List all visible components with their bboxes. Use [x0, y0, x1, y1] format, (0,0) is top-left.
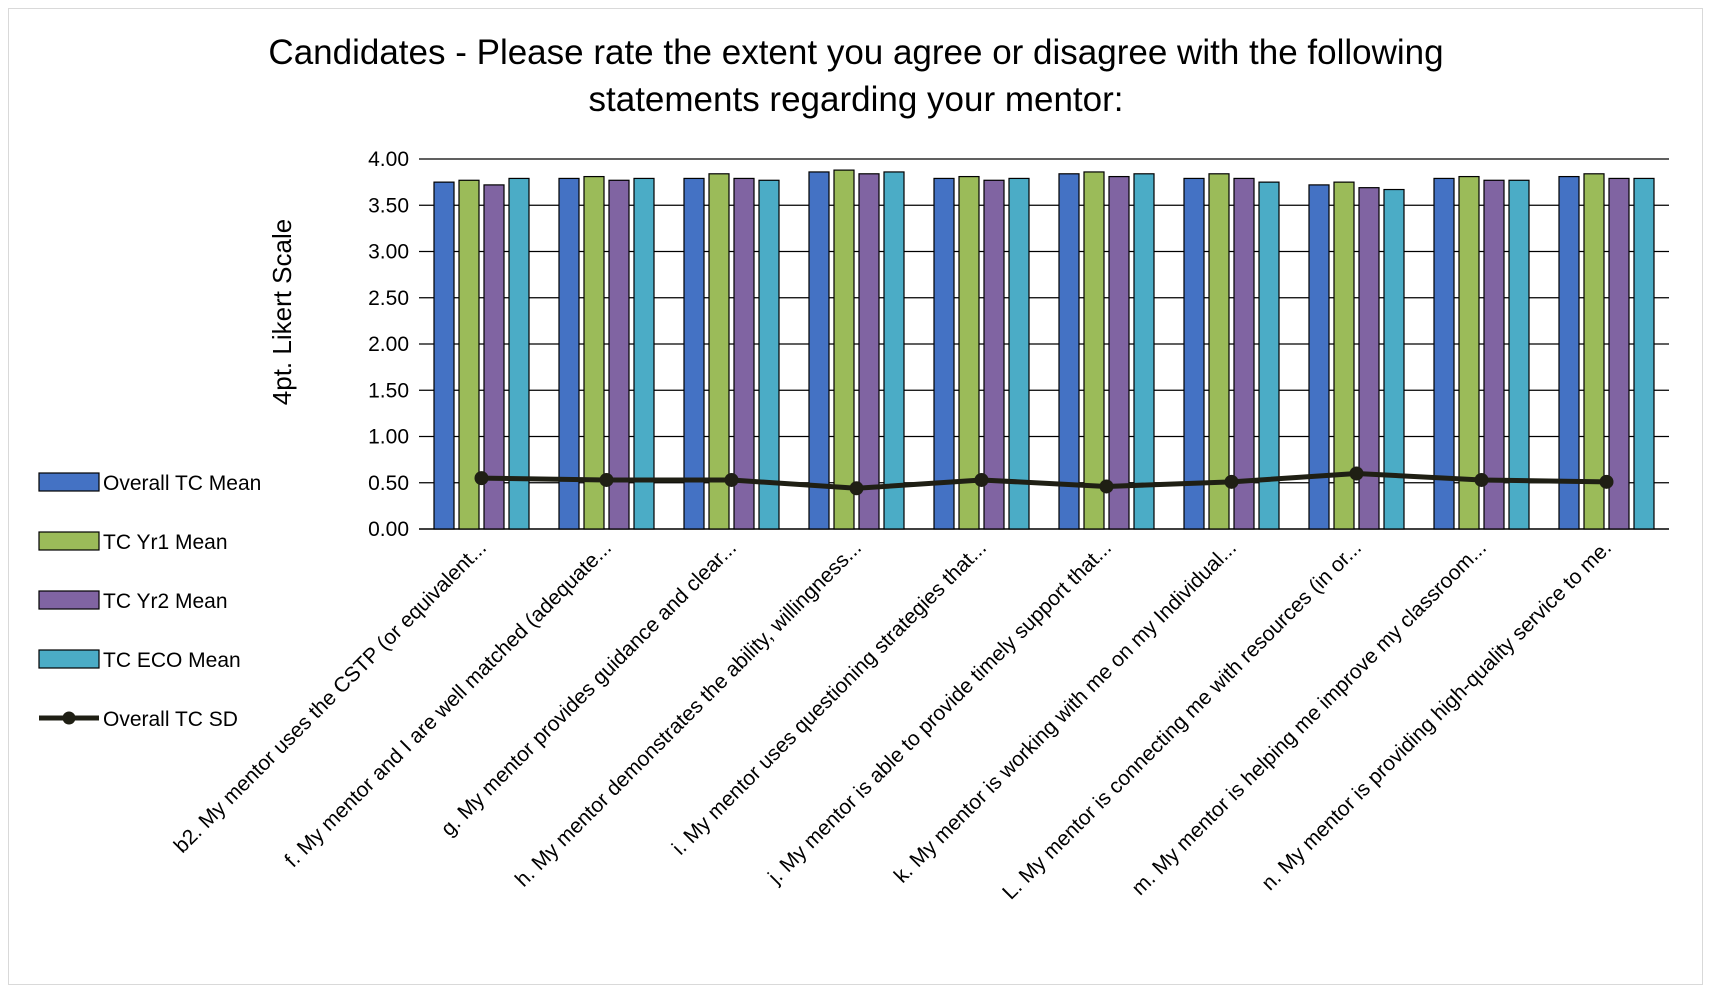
legend-swatch: [38, 531, 100, 551]
bar-tc-yr2-mean: [983, 179, 1005, 530]
chart-frame: Candidates - Please rate the extent you …: [8, 8, 1703, 985]
y-tick-label: 0.00: [368, 518, 409, 541]
legend-label: Overall TC Mean: [103, 472, 261, 495]
bar-tc-yr1-mean: [583, 175, 605, 530]
sd-line-point: [974, 472, 989, 487]
bar-tc-yr2-mean: [1108, 175, 1130, 530]
y-tick-label: 1.00: [368, 426, 409, 449]
sd-line-point: [474, 471, 489, 486]
chart-svg: Candidates - Please rate the extent you …: [38, 33, 1669, 904]
sd-line-point: [1099, 479, 1114, 494]
bar-tc-eco-mean: [1508, 179, 1530, 530]
legend-swatch: [38, 472, 100, 492]
sd-line: [474, 466, 1614, 496]
legend-label: TC Yr1 Mean: [103, 531, 228, 554]
bar-tc-yr2-mean: [1233, 177, 1255, 530]
legend-label: Overall TC SD: [103, 708, 238, 731]
sd-line-point: [1599, 474, 1614, 489]
legend-swatch-marker: [62, 711, 76, 725]
bar-tc-eco-mean: [633, 177, 655, 530]
y-tick-label: 4.00: [368, 148, 409, 171]
bar-tc-yr2-mean: [1608, 177, 1630, 530]
bar-overall-tc-mean: [683, 177, 705, 530]
bar-tc-eco-mean: [1633, 177, 1655, 530]
x-category-label: g. My mentor provides guidance and clear…: [437, 536, 741, 840]
legend: Overall TC Mean TC Yr1 Mean TC Yr2 Mean TC …: [38, 472, 261, 731]
legend-label: TC ECO Mean: [103, 649, 241, 672]
bar-overall-tc-mean: [1058, 173, 1080, 530]
bar-tc-yr1-mean: [1083, 171, 1105, 530]
sd-line-point: [1474, 472, 1489, 487]
bar-tc-yr1-mean: [833, 169, 855, 530]
bar-tc-yr2-mean: [733, 177, 755, 530]
bar-tc-yr2-mean: [1483, 179, 1505, 530]
legend-swatch: [38, 649, 100, 669]
bar-tc-yr2-mean: [858, 173, 880, 530]
chart-title-line-2: statements regarding your mentor:: [589, 80, 1124, 119]
bar-tc-yr1-mean: [458, 179, 480, 530]
bar-tc-yr2-mean: [608, 179, 630, 530]
bar-overall-tc-mean: [1433, 177, 1455, 530]
bar-tc-eco-mean: [883, 171, 905, 530]
bar-tc-eco-mean: [1008, 177, 1030, 530]
bar-overall-tc-mean: [1558, 175, 1580, 530]
y-tick-label: 2.50: [368, 287, 409, 310]
y-tick-label: 3.50: [368, 194, 409, 217]
y-tick-labels: 0.00 0.50 1.00 1.50 2.00 2.50 3.00 3.50 4.00: [368, 148, 409, 541]
bar-tc-yr2-mean: [1358, 187, 1380, 530]
bar-tc-eco-mean: [1133, 173, 1155, 530]
y-tick-label: 3.00: [368, 241, 409, 264]
bar-tc-yr1-mean: [1458, 175, 1480, 530]
bar-overall-tc-mean: [808, 171, 830, 530]
bar-overall-tc-mean: [558, 177, 580, 530]
bar-overall-tc-mean: [933, 177, 955, 530]
bar-overall-tc-mean: [433, 181, 455, 530]
sd-line-point: [849, 481, 864, 496]
sd-line-point: [724, 472, 739, 487]
bar-tc-yr1-mean: [1583, 173, 1605, 530]
bars: [433, 169, 1655, 530]
bar-tc-yr1-mean: [1208, 173, 1230, 530]
sd-line-path: [481, 471, 1607, 491]
bar-tc-yr1-mean: [708, 173, 730, 530]
chart-title-line-1: Candidates - Please rate the extent you …: [268, 33, 1443, 72]
bar-tc-eco-mean: [508, 177, 530, 530]
legend-swatch: [38, 590, 100, 610]
y-axis-title: 4pt. Likert Scale: [267, 219, 297, 405]
bar-tc-eco-mean: [1383, 188, 1405, 530]
bar-tc-yr1-mean: [958, 175, 980, 530]
x-category-labels: b2. My mentor uses the CSTP (or equivale…: [170, 536, 1616, 904]
y-tick-label: 1.50: [368, 379, 409, 402]
bar-overall-tc-mean: [1183, 177, 1205, 530]
bar-overall-tc-mean: [1308, 184, 1330, 530]
bar-tc-yr2-mean: [483, 184, 505, 530]
y-tick-label: 2.00: [368, 333, 409, 356]
bar-tc-yr1-mean: [1333, 181, 1355, 530]
sd-line-point: [1349, 466, 1364, 481]
bar-tc-eco-mean: [1258, 181, 1280, 530]
legend-label: TC Yr2 Mean: [103, 590, 228, 613]
sd-line-point: [1224, 474, 1239, 489]
y-tick-label: 0.50: [368, 472, 409, 495]
sd-line-point: [599, 472, 614, 487]
bar-tc-eco-mean: [758, 179, 780, 530]
